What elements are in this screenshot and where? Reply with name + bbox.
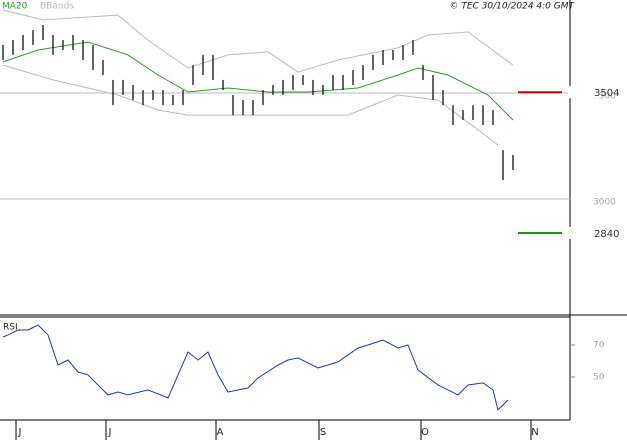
x-tick-label: N xyxy=(531,427,538,438)
level-label-bg xyxy=(568,86,598,99)
level-label: 2840 xyxy=(594,229,619,240)
y-tick-label: 3000 xyxy=(593,198,616,208)
x-tick-label: S xyxy=(320,427,326,438)
legend-entry: BBands xyxy=(40,2,74,12)
x-tick-label: O xyxy=(421,427,429,438)
y-tick-label: 50 xyxy=(593,372,605,382)
x-tick-label: A xyxy=(217,427,224,438)
x-tick-label: J xyxy=(18,427,22,438)
indicator-line xyxy=(2,64,499,146)
source: © TEC 30/10/2024 4:0 GMT xyxy=(449,2,575,12)
indicator-line xyxy=(2,41,514,121)
x-tick-label: J xyxy=(108,427,112,438)
rsi-line xyxy=(2,324,509,411)
legend-entry: MA20 xyxy=(2,2,28,12)
level-label: 3504 xyxy=(594,88,619,99)
panel-title: RSI xyxy=(3,323,18,333)
indicator-line xyxy=(2,9,514,73)
y-tick-label: 70 xyxy=(593,340,605,350)
level-label-bg xyxy=(568,226,598,239)
y-tick-label: 3500 xyxy=(593,92,616,102)
